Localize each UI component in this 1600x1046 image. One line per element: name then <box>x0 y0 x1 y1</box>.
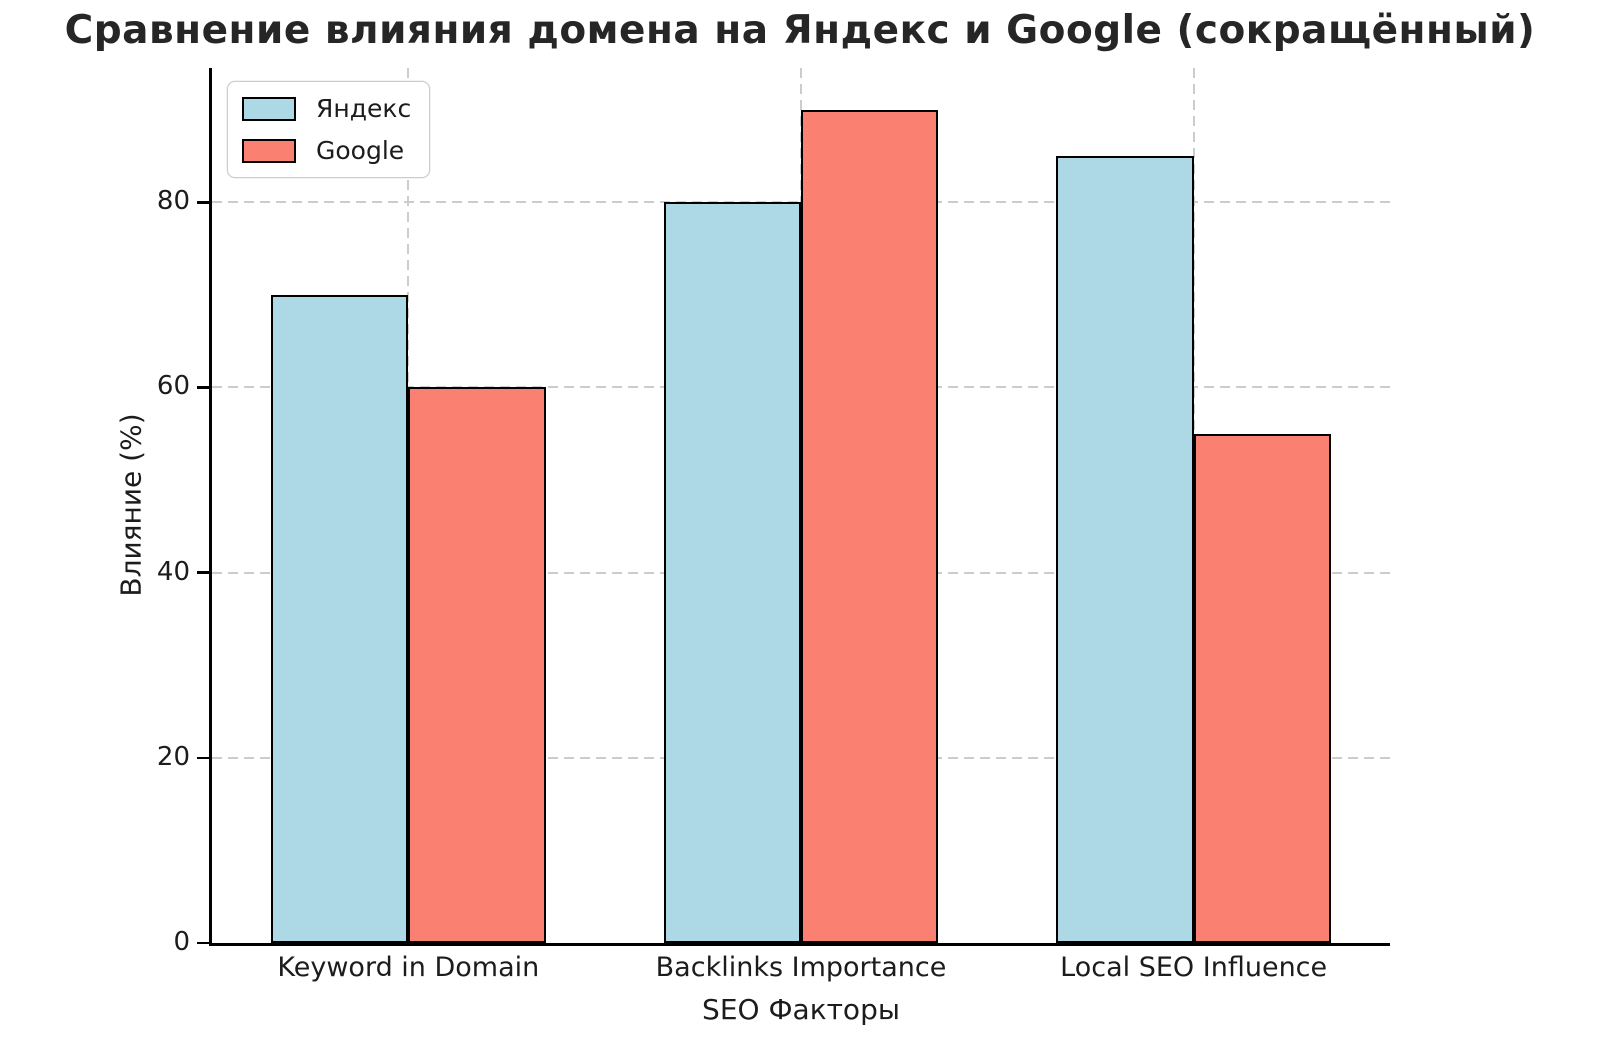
legend-label-google: Google <box>316 136 405 165</box>
ytick-label-60: 60 <box>156 371 190 402</box>
x-axis-label: SEO Факторы <box>702 993 900 1026</box>
category-label-0: Keyword in Domain <box>277 952 540 983</box>
bar-Яндекс-0 <box>270 294 409 943</box>
ytick-mark-80 <box>197 201 209 204</box>
legend: Яндекс Google <box>227 81 431 178</box>
legend-swatch-google <box>242 138 296 163</box>
legend-swatch-yandex <box>242 96 296 121</box>
ytick-mark-20 <box>197 756 209 760</box>
legend-entry-yandex: Яндекс <box>242 94 411 123</box>
ytick-mark-40 <box>197 571 209 574</box>
ytick-mark-60 <box>197 386 209 389</box>
category-label-2: Local SEO Influence <box>1060 952 1328 983</box>
ytick-label-0: 0 <box>173 927 190 957</box>
ytick-label-20: 20 <box>156 741 190 772</box>
bar-Google-2 <box>1193 433 1332 943</box>
plot-area: Яндекс Google <box>212 68 1390 943</box>
bar-Яндекс-2 <box>1056 155 1194 943</box>
x-axis-spine <box>209 943 1390 946</box>
bar-Яндекс-1 <box>663 202 801 943</box>
bar-Google-0 <box>408 387 546 943</box>
ytick-mark-0 <box>197 941 209 945</box>
bar-Google-1 <box>801 109 939 943</box>
legend-label-yandex: Яндекс <box>316 94 412 123</box>
y-axis-spine <box>209 68 212 946</box>
category-label-1: Backlinks Importance <box>655 952 947 983</box>
ytick-label-40: 40 <box>156 556 190 587</box>
legend-entry-google: Google <box>242 136 411 165</box>
chart-title: Сравнение влияния домена на Яндекс и Goo… <box>64 8 1536 53</box>
ytick-label-80: 80 <box>156 186 190 217</box>
